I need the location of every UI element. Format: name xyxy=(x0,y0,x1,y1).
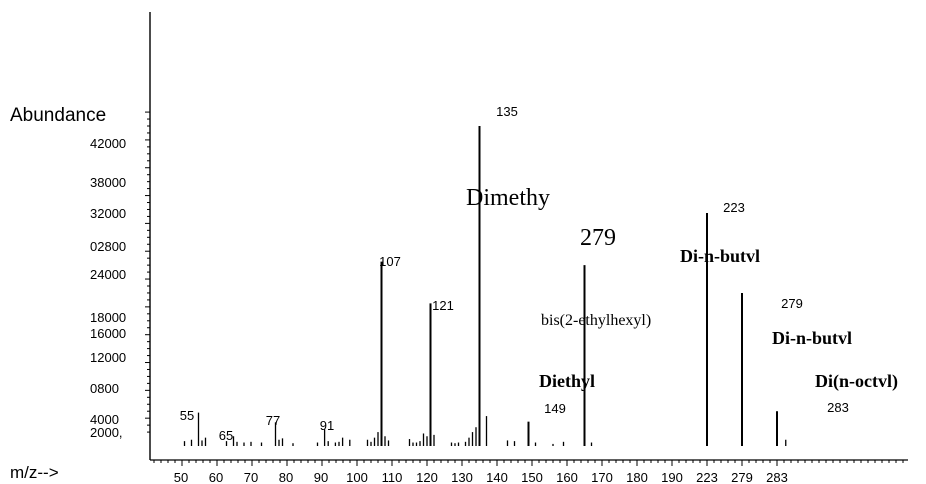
axes xyxy=(149,12,908,461)
annotation-dehp-num: 279 xyxy=(580,225,616,251)
peak-label: 279 xyxy=(781,296,803,311)
annotation-diethyl: Diethyl xyxy=(539,371,595,391)
y-tick-label: 12000 xyxy=(90,350,126,365)
y-tick-label: 38000 xyxy=(90,175,126,190)
peak-labels: 55 65 77 91 107 121 135 149 223 279 283 xyxy=(180,104,849,443)
x-tick-label: 80 xyxy=(279,470,293,484)
y-tick-label: 42000 xyxy=(90,136,126,151)
y-tick-label: 24000 xyxy=(90,267,126,282)
x-tick-label: 70 xyxy=(244,470,258,484)
annotation-dehp-name: bis(2-ethylhexyl) xyxy=(541,312,651,329)
spectrum-peaks xyxy=(183,126,787,446)
x-tick-label: 190 xyxy=(661,470,683,484)
x-tick-label: 170 xyxy=(591,470,613,484)
annotation-dioctyl: Di(n-octvl) xyxy=(815,371,898,392)
y-tick-label: 18000 xyxy=(90,310,126,325)
y-tick-label: 16000 xyxy=(90,326,126,341)
x-tick-label: 160 xyxy=(556,470,578,484)
peak-label: 77 xyxy=(266,413,280,428)
x-tick-label: 130 xyxy=(451,470,473,484)
peak-label: 91 xyxy=(320,418,334,433)
compound-annotations: Dimethy Diethyl 279 bis(2-ethylhexyl) Di-n-b… xyxy=(466,185,898,392)
peak-label: 223 xyxy=(723,200,745,215)
x-tick-label: 90 xyxy=(314,470,328,484)
peak-label: 121 xyxy=(432,298,454,313)
x-tick-label: 60 xyxy=(209,470,223,484)
peak-label: 107 xyxy=(379,254,401,269)
y-axis-label: Abundance xyxy=(10,105,106,126)
peak-label: 65 xyxy=(219,428,233,443)
peak-label: 283 xyxy=(827,400,849,415)
annotation-dibutyl-2: Di-n-butvl xyxy=(772,328,852,348)
x-tick-label: 50 xyxy=(174,470,188,484)
x-tick-label: 180 xyxy=(626,470,648,484)
x-axis-label: m/z--> xyxy=(10,463,59,482)
y-tick-label: 0800 xyxy=(90,381,119,396)
y-tick-label: 02800 xyxy=(90,239,126,254)
annotation-dimethyl: Dimethy xyxy=(466,185,550,211)
peak-label: 149 xyxy=(544,401,566,416)
x-tick-label: 100 xyxy=(346,470,368,484)
x-tick-label: 279 xyxy=(731,470,753,484)
y-tick-label: 2000, xyxy=(90,425,123,440)
x-tick-label: 223 xyxy=(696,470,718,484)
x-tick-label: 283 xyxy=(766,470,788,484)
annotation-dibutyl-1: Di-n-butvl xyxy=(680,246,760,266)
peak-label: 55 xyxy=(180,408,194,423)
x-tick-label: 110 xyxy=(382,470,403,484)
x-tick-label: 140 xyxy=(486,470,508,484)
x-axis-ticks: 50 60 70 80 90 100 110 120 130 140 150 160 170 180 190… xyxy=(153,460,904,484)
x-tick-label: 120 xyxy=(416,470,438,484)
y-tick-label: 4000 xyxy=(90,412,119,427)
peak-label: 135 xyxy=(496,104,518,119)
y-tick-label: 32000 xyxy=(90,206,126,221)
x-tick-label: 150 xyxy=(521,470,543,484)
